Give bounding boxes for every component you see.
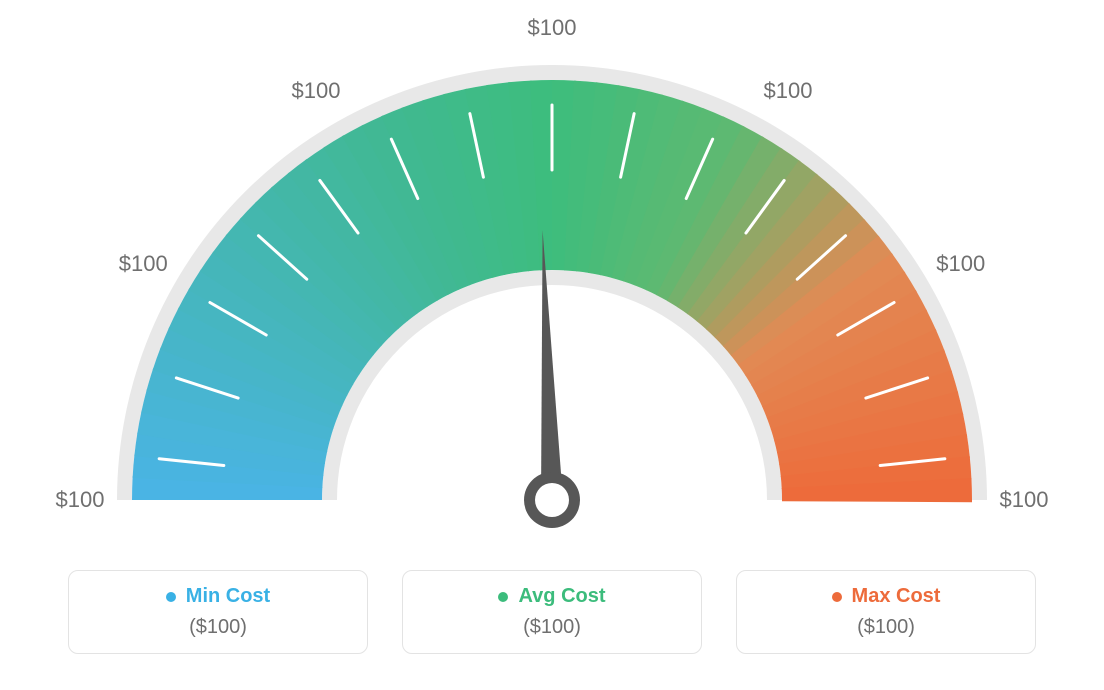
legend-dot-max [832,592,842,602]
legend-row: Min Cost ($100) Avg Cost ($100) Max Cost… [0,570,1104,654]
gauge-scale-label: $100 [292,78,341,104]
gauge-chart: $100 $100 $100 $100 $100 $100 $100 [0,0,1104,560]
legend-value-avg: ($100) [403,616,701,639]
legend-card-avg: Avg Cost ($100) [402,570,702,654]
legend-dot-avg [498,592,508,602]
gauge-scale-label: $100 [936,251,985,277]
gauge-scale-label: $100 [1000,487,1049,513]
legend-title-max: Max Cost [832,585,941,608]
legend-dot-min [166,592,176,602]
gauge-svg [0,0,1104,560]
legend-label-avg: Avg Cost [518,585,605,608]
cost-gauge-infographic: $100 $100 $100 $100 $100 $100 $100 Min Cost ($… [0,0,1104,690]
gauge-scale-label: $100 [528,15,577,41]
gauge-scale-label: $100 [119,251,168,277]
legend-label-max: Max Cost [852,585,941,608]
gauge-scale-label: $100 [56,487,105,513]
legend-card-min: Min Cost ($100) [68,570,368,654]
legend-title-min: Min Cost [166,585,270,608]
legend-card-max: Max Cost ($100) [736,570,1036,654]
legend-value-max: ($100) [737,616,1035,639]
legend-label-min: Min Cost [186,585,270,608]
legend-value-min: ($100) [69,616,367,639]
gauge-scale-label: $100 [764,78,813,104]
legend-title-avg: Avg Cost [498,585,605,608]
